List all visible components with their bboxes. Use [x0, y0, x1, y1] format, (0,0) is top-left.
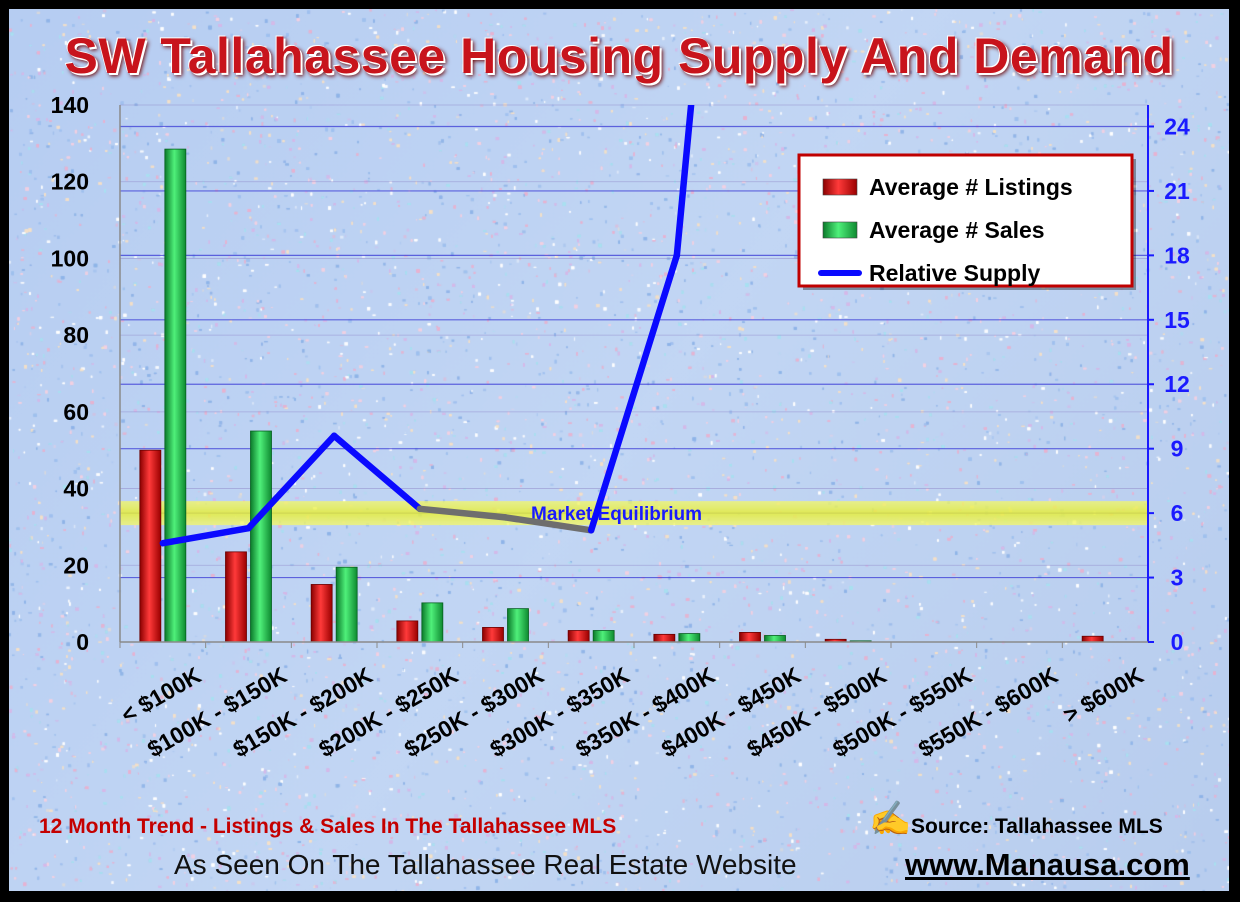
right-tick-6: 6: [1171, 500, 1184, 526]
supply-line-group: [159, 105, 695, 547]
left-tick-0: 0: [76, 629, 89, 655]
right-tick-24: 24: [1164, 113, 1190, 139]
seen-on-text: As Seen On The Tallahassee Real Estate W…: [174, 849, 797, 880]
sales-bar-2: [335, 566, 358, 643]
website-link[interactable]: www.Manausa.com: [905, 847, 1190, 882]
right-tick-15: 15: [1164, 307, 1190, 333]
bars: [139, 148, 1104, 643]
supply-segment-1: [245, 432, 338, 532]
equilibrium-label: Market Equilibrium: [531, 504, 702, 525]
supply-segment-3: [416, 505, 509, 521]
sales-bar-5: [592, 630, 615, 643]
pointing-hand-icon: ✍: [869, 800, 912, 838]
left-tick-80: 80: [63, 322, 89, 348]
right-tick-0: 0: [1171, 629, 1184, 655]
sales-bar-4: [507, 608, 529, 643]
listings-bar-2: [310, 584, 333, 643]
left-tick-140: 140: [51, 92, 89, 118]
listings-bar-4: [482, 627, 504, 643]
sales-bar-3: [421, 602, 444, 643]
left-tick-120: 120: [51, 169, 89, 195]
legend-swatch-0: [822, 178, 858, 196]
sales-bar-1: [250, 430, 272, 643]
legend-label-2: Relative Supply: [869, 260, 1040, 286]
supply-segment-2: [330, 432, 424, 513]
supply-segment-4: [502, 514, 595, 534]
chart-svg: Market Equilibrium 0 20 40 60 80 100 120 140 0 3 6…: [51, 92, 1190, 762]
legend: Average # Listings Average # Sales Relativ…: [797, 153, 1136, 290]
supply-segment-5: [587, 252, 681, 534]
listings-bar-0: [139, 449, 162, 643]
right-tick-21: 21: [1164, 178, 1190, 204]
left-tick-60: 60: [63, 399, 89, 425]
right-tick-9: 9: [1171, 436, 1184, 462]
chart-title: SW Tallahassee Housing Supply And Demand: [64, 28, 1174, 84]
chart-frame: SW Tallahassee Housing Supply And Demand…: [9, 9, 1229, 891]
supply-segment-6: [673, 105, 695, 259]
left-tick-20: 20: [63, 552, 89, 578]
legend-box: [797, 153, 1134, 288]
left-tick-100: 100: [51, 245, 89, 271]
right-tick-12: 12: [1164, 371, 1190, 397]
source-credit: Source: Tallahassee MLS: [911, 815, 1163, 838]
left-tick-40: 40: [63, 476, 89, 502]
legend-label-0: Average # Listings: [869, 174, 1073, 200]
listings-bar-6: [653, 633, 676, 643]
chart-subtitle: 12 Month Trend - Listings & Sales In The…: [39, 815, 617, 838]
right-tick-3: 3: [1171, 565, 1184, 591]
supply-line-clip: [159, 105, 695, 547]
listings-bar-1: [225, 551, 247, 643]
listings-bar-7: [739, 632, 761, 643]
listings-bar-11: [1081, 635, 1104, 643]
legend-swatch-1: [822, 221, 858, 239]
right-tick-18: 18: [1164, 242, 1190, 268]
equilibrium-band: [120, 501, 1148, 526]
equilibrium-band-group: Market Equilibrium: [120, 501, 1148, 526]
sales-bar-6: [678, 633, 701, 643]
sales-bar-7: [764, 635, 786, 643]
supply-segment-0: [159, 524, 252, 547]
listings-bar-3: [396, 620, 419, 643]
listings-bar-5: [567, 630, 590, 643]
x-tick-label-11: > $600K: [1059, 662, 1148, 729]
legend-label-1: Average # Sales: [869, 217, 1045, 243]
sales-bar-0: [164, 148, 187, 643]
